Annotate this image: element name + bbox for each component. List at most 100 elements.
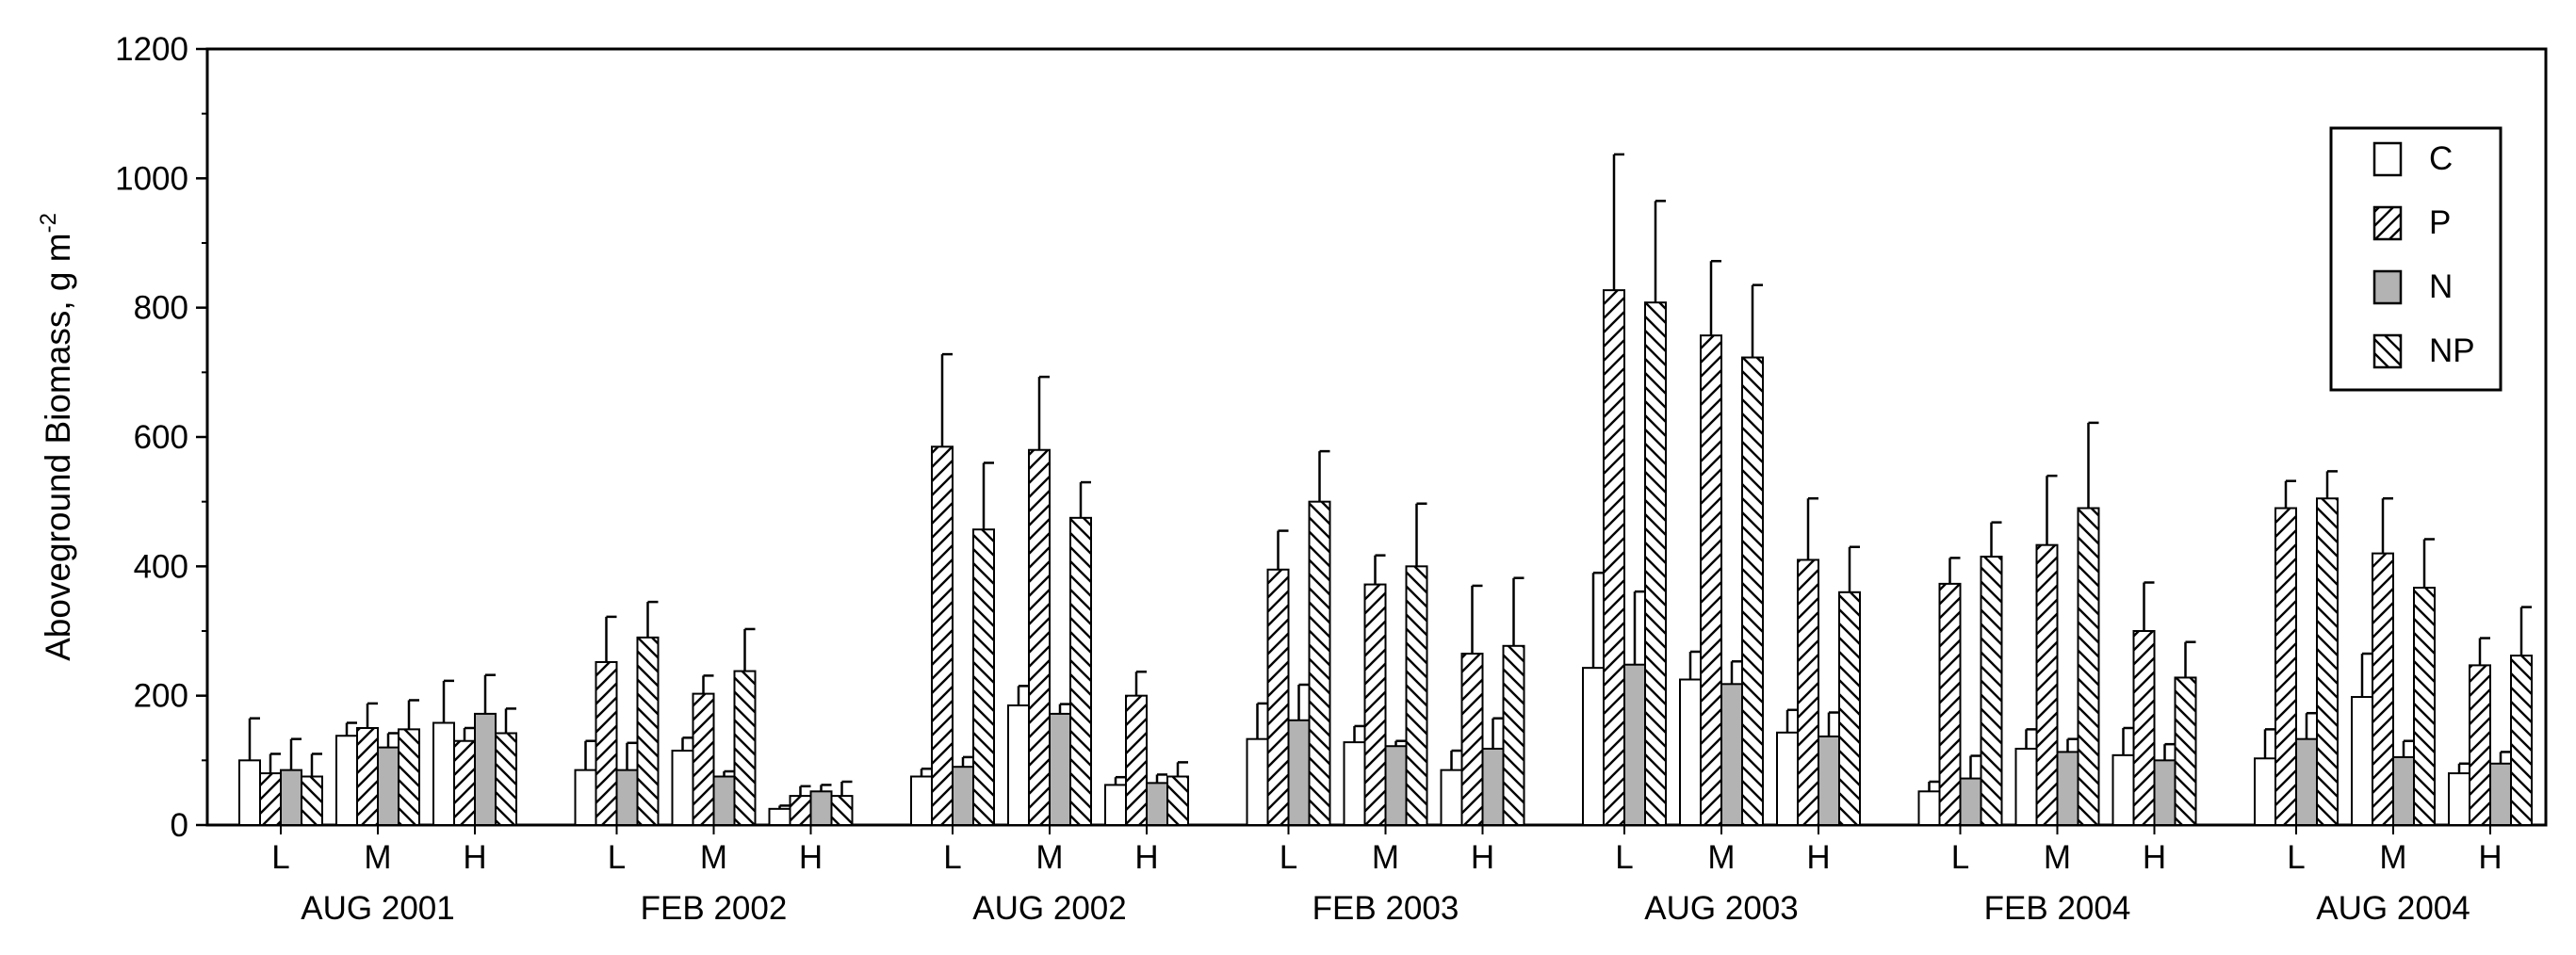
bar-p [1938,582,1962,827]
y-tick-label: 1000 [115,160,188,197]
bar-c [1582,667,1605,827]
bar-np [636,636,660,826]
legend-swatch-p [2372,205,2403,241]
y-axis-title-superscript: -2 [36,213,61,233]
x-tick-label: H [2478,839,2502,876]
legend-label-c: C [2429,140,2453,177]
x-group-label: AUG 2003 [1644,890,1798,927]
x-tick-label: M [2379,839,2406,876]
bar-c [1104,784,1127,827]
bar-p [692,692,715,827]
bar-c [2014,747,2038,826]
x-tick-label: H [463,839,486,876]
bar-n [1287,719,1311,827]
legend-swatch-c [2372,141,2403,177]
bar-c [1776,731,1799,826]
x-group-label: FEB 2004 [1984,890,2131,927]
bar-np [398,728,420,827]
x-tick-label: M [1372,839,1399,876]
x-tick-label: H [2143,839,2166,876]
bar-p [1700,334,1722,826]
bar-n [377,746,399,826]
bar-np [1644,301,1667,826]
y-axis: 0 200 400 600 800 1000 1200 [115,31,207,844]
bar-np [1502,644,1525,826]
bar-np [2174,676,2197,826]
bar-c [2351,696,2373,826]
bar-np [830,795,854,826]
bar-n [1818,735,1840,827]
legend-label-n: N [2429,268,2453,305]
x-tick-label: L [1615,839,1633,876]
y-tick-label: 1200 [115,31,188,68]
x-group-label: AUG 2002 [972,890,1126,927]
legend-swatch-np [2372,333,2403,369]
bar-np [2510,655,2533,826]
y-tick-label: 600 [134,419,188,456]
bar-c [2448,772,2470,826]
bar-p [931,445,954,826]
x-tick-label: H [799,839,823,876]
bar-n [809,790,833,826]
bar-np [972,528,995,827]
bar-n [1146,782,1168,826]
x-tick-label: L [943,839,961,876]
bar-n [615,769,639,827]
bar-n [2153,759,2177,826]
bar-n [2392,755,2415,827]
bar-p [1028,448,1051,826]
bar-c [1440,769,1463,827]
bar-p [2469,664,2491,826]
bar-n [1720,683,1743,826]
bar-c [335,735,358,826]
y-tick-label: 800 [134,290,188,327]
x-group-label: AUG 2001 [301,890,454,927]
bar-p [1363,583,1387,826]
bar-n [280,769,302,827]
bar-c [671,750,694,826]
bar-np [301,775,323,826]
x-tick-label: M [1035,839,1063,876]
bar-np [495,732,517,827]
bar-p [2035,543,2059,826]
x-group-label: FEB 2002 [641,890,788,927]
legend: CPN NP [2329,126,2503,392]
bar-n [952,766,974,827]
bar-p [1603,289,1625,827]
bar-p [1797,558,1819,826]
bar-n [2056,751,2079,827]
bar-n [474,712,497,826]
x-tick-label: M [2044,839,2071,876]
legend-label-np: NP [2429,332,2475,369]
x-tick-label: L [1951,839,1969,876]
bar-p [595,660,618,827]
bar-c [910,775,933,826]
bar-c [1007,704,1030,827]
bar-np [2077,507,2100,826]
y-axis-title: Aboveground Biomass, g m-2 [36,213,77,661]
bar-n [1049,712,1071,826]
x-tick-label: H [1471,839,1494,876]
bar-c [2111,753,2135,827]
bar-np [1980,556,2003,826]
x-tick-label: M [1707,839,1735,876]
x-tick-label: L [271,839,289,876]
bar-n [1481,747,1505,826]
bar-c [238,759,261,826]
bar-p [1266,568,1290,826]
bar-n [1623,663,1646,826]
bar-p [1460,653,1484,826]
y-tick-label: 0 [171,807,188,844]
bars-layer [238,153,2533,827]
bar-np [1838,591,1861,826]
bar-np [1069,516,1092,826]
bar-c [574,769,597,827]
bar-n [1959,777,1982,826]
bar-np [2316,497,2339,826]
bar-np [1405,565,1428,826]
x-tick-label: L [1280,839,1297,876]
bar-np [2413,586,2436,827]
bar-c [1246,737,1269,827]
x-group-label: AUG 2004 [2316,890,2470,927]
